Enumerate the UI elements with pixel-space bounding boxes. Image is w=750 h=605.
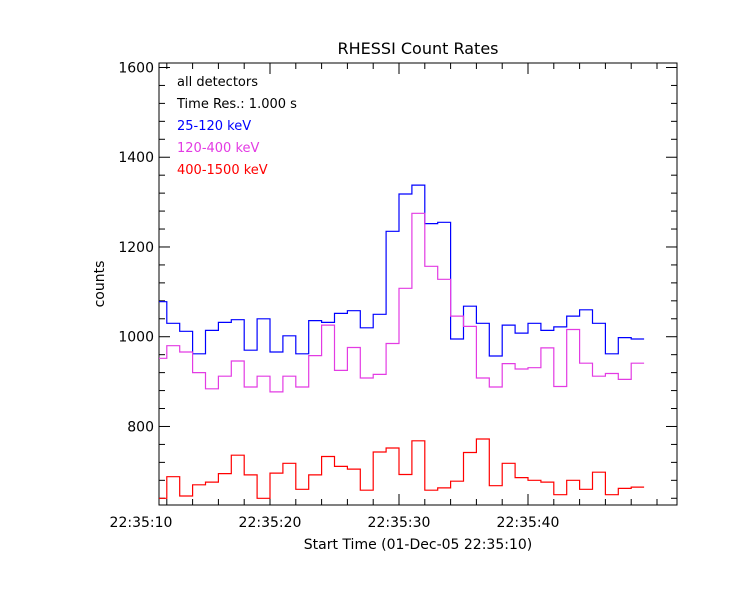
annotation-text: all detectors — [177, 75, 258, 90]
y-tick-label: 800 — [127, 419, 154, 435]
y-tick-label: 1200 — [118, 240, 154, 256]
legend-entry: 25-120 keV — [177, 119, 251, 134]
series-layer — [159, 184, 645, 499]
y-axis-label: counts — [92, 261, 108, 308]
legend-entry: 120-400 keV — [177, 141, 260, 156]
legend-entry: 400-1500 keV — [177, 163, 268, 178]
y-tick-label: 1400 — [118, 150, 154, 166]
x-tick-label: 22:35:20 — [239, 515, 302, 531]
annotation-text: Time Res.: 1.000 s — [176, 97, 297, 112]
y-tick-label: 1000 — [118, 330, 154, 346]
y-tick-label: 1600 — [118, 60, 154, 76]
series-line-3 — [159, 438, 645, 499]
x-tick-label: 22:35:30 — [368, 515, 431, 531]
y-axis: 800 1000 1200 1400 1600 — [118, 60, 677, 499]
series-line-1 — [159, 184, 645, 357]
x-tick-label: 22:35:40 — [497, 515, 560, 531]
plot-frame — [158, 62, 678, 506]
x-tick-label: 22:35:10 — [110, 515, 173, 531]
chart-title: RHESSI Count Rates — [338, 39, 499, 58]
series-line-2 — [159, 212, 645, 393]
x-axis: 22:35:10 22:35:20 22:35:30 22:35:40 — [110, 63, 658, 531]
x-axis-label: Start Time (01-Dec-05 22:35:10) — [304, 537, 532, 553]
legend: all detectors Time Res.: 1.000 s 25-120 ke… — [176, 75, 297, 178]
